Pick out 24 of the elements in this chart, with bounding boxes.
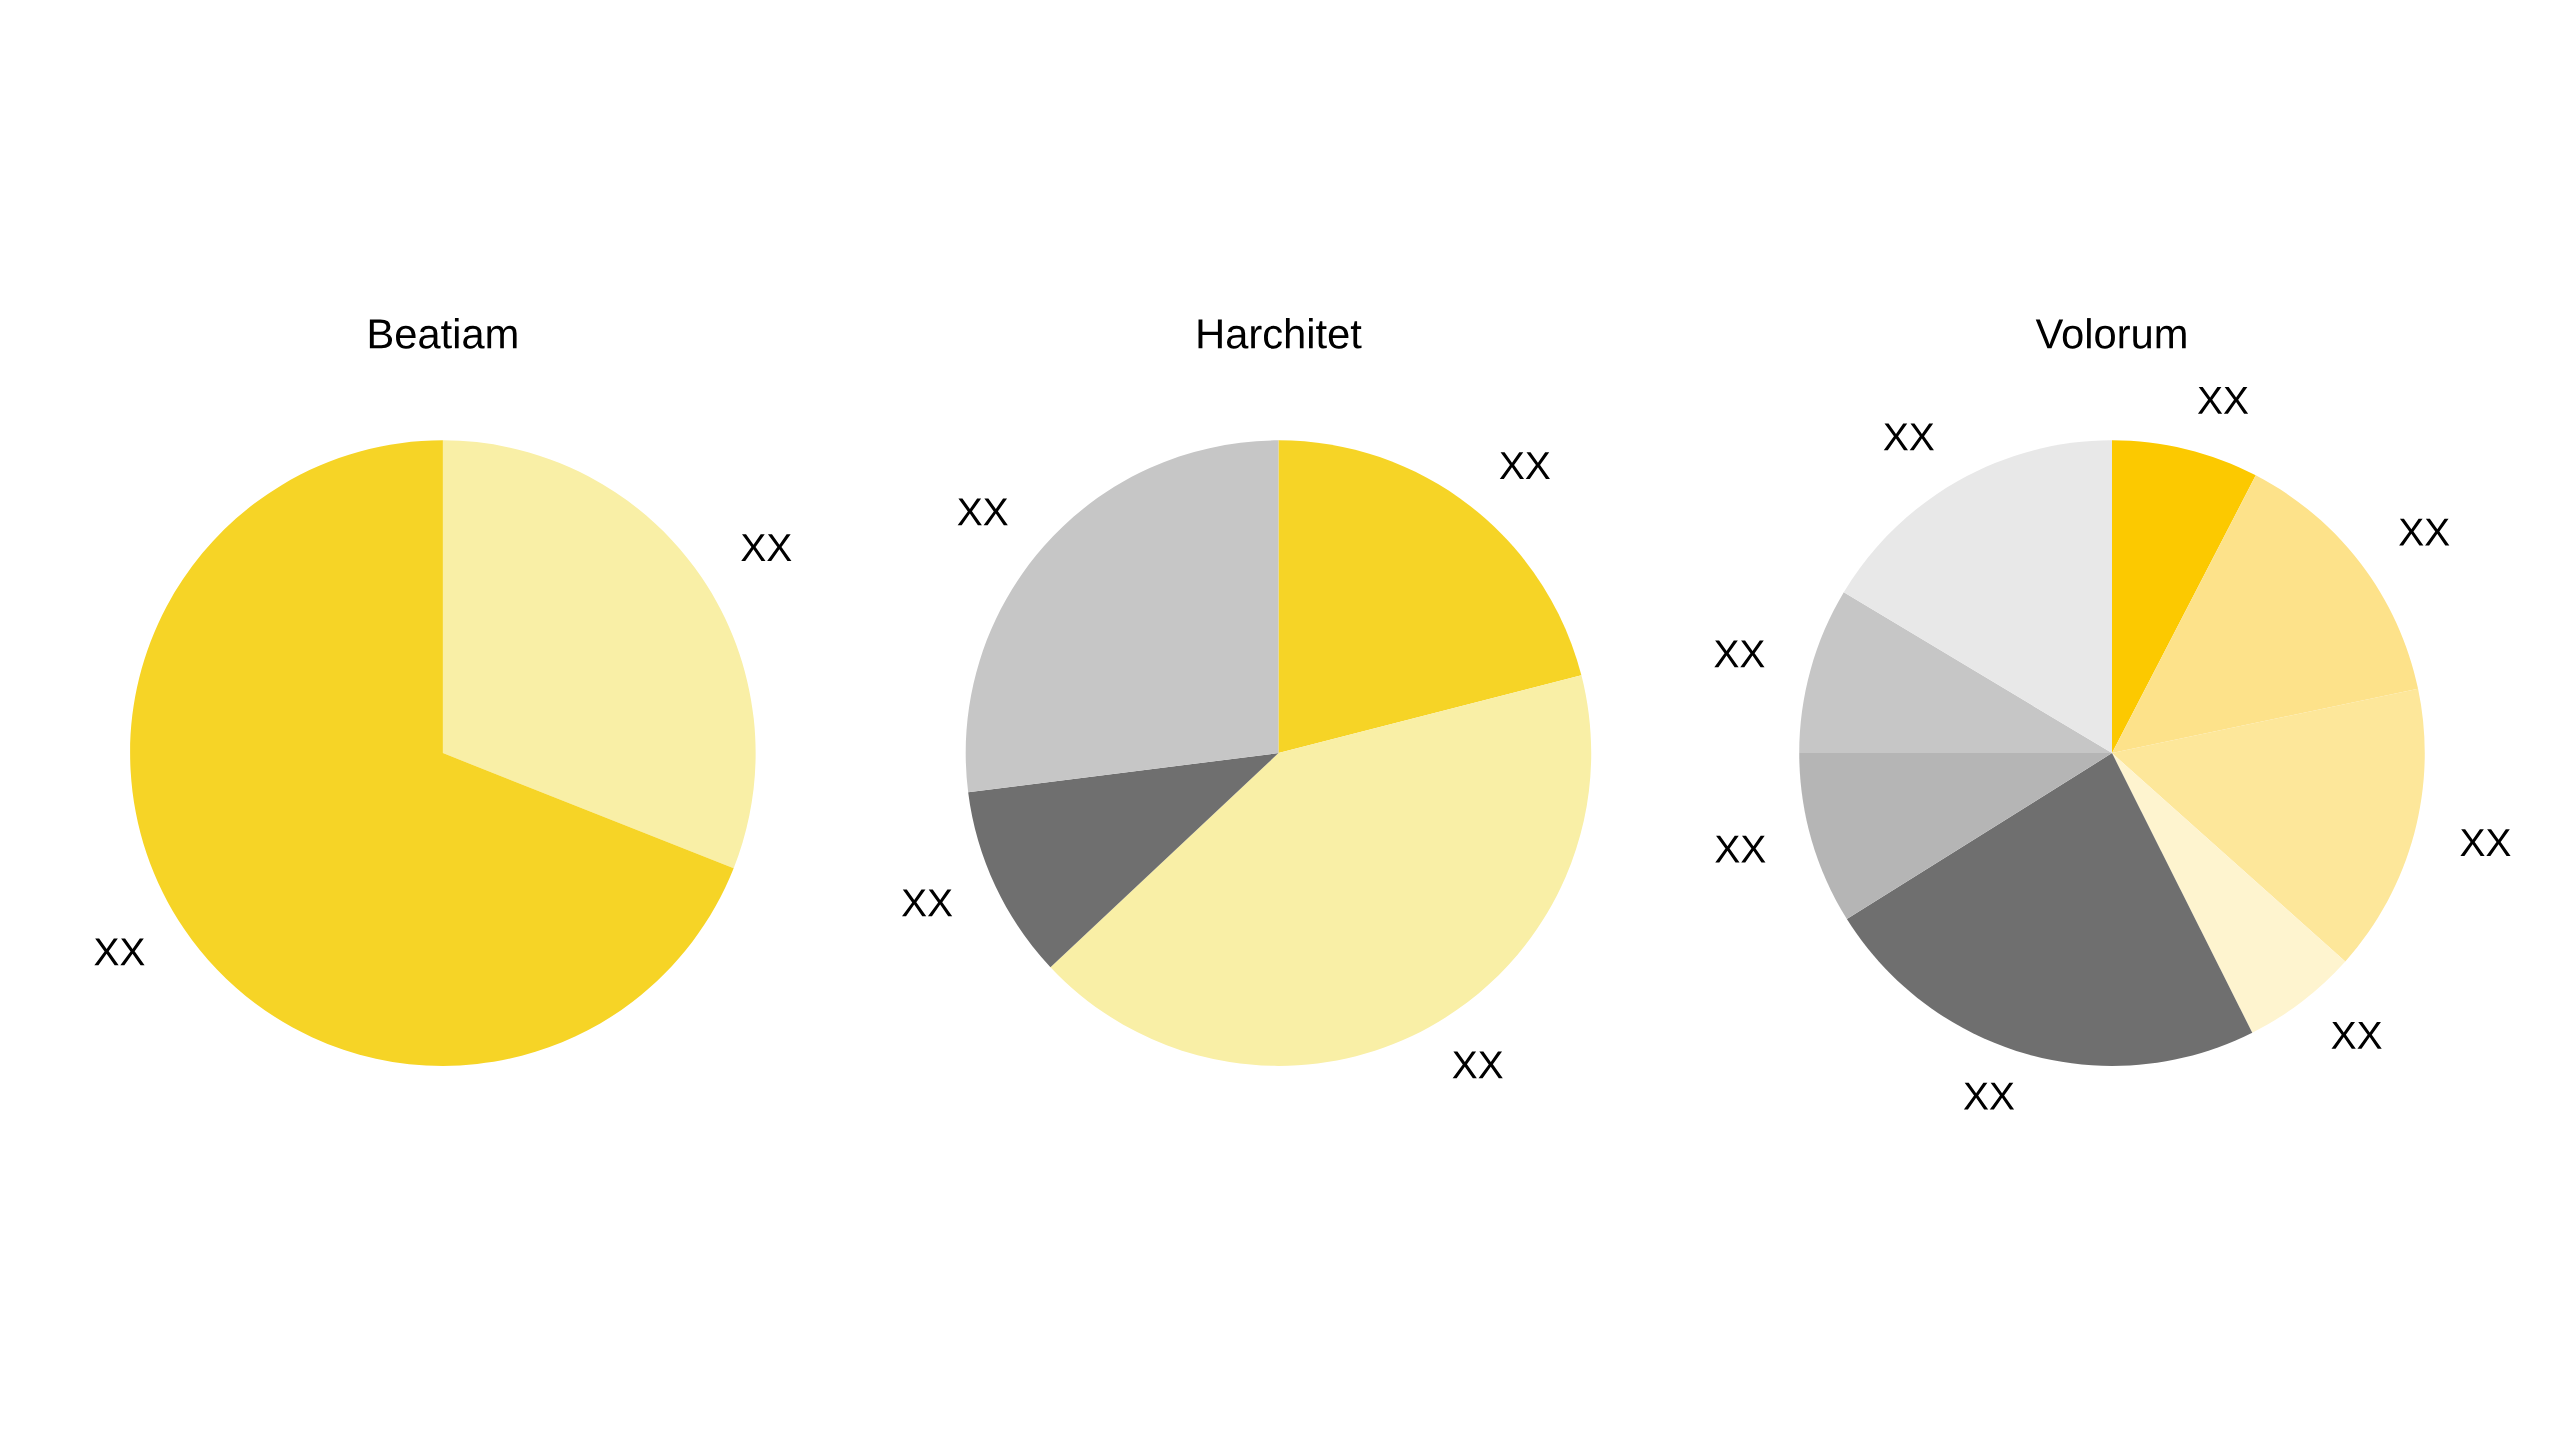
pie-slice [968, 753, 1279, 968]
slice-label: XX [1715, 835, 1766, 863]
pie-slice [1799, 753, 2112, 920]
slice-label: XX [2331, 1022, 2382, 1049]
pie-slice [2112, 688, 2425, 962]
slice-label: XX [1714, 640, 1765, 668]
slice-label: XX [94, 938, 145, 966]
slice-label: XX [741, 534, 792, 561]
slice-label: XX [1883, 423, 1934, 451]
slice-label: XX [1452, 1051, 1503, 1079]
chart-title: Beatiam [369, 318, 517, 349]
slice-label: XX [2460, 829, 2511, 856]
chart-title: Volorum [2035, 318, 2186, 349]
pie-slice [1799, 592, 2112, 754]
slice-label: XX [2399, 518, 2450, 546]
chart-title: Harchitet [1198, 318, 1362, 349]
slice-label: XX [2197, 386, 2249, 414]
slice-label: XX [1499, 452, 1550, 479]
slice-label: XX [1963, 1082, 2015, 1110]
pie-slice [1846, 753, 2253, 1066]
slice-label: XX [902, 889, 953, 917]
pie-slice [2112, 440, 2256, 754]
slice-label: XX [957, 498, 1008, 526]
pie-slice [1278, 440, 1582, 754]
